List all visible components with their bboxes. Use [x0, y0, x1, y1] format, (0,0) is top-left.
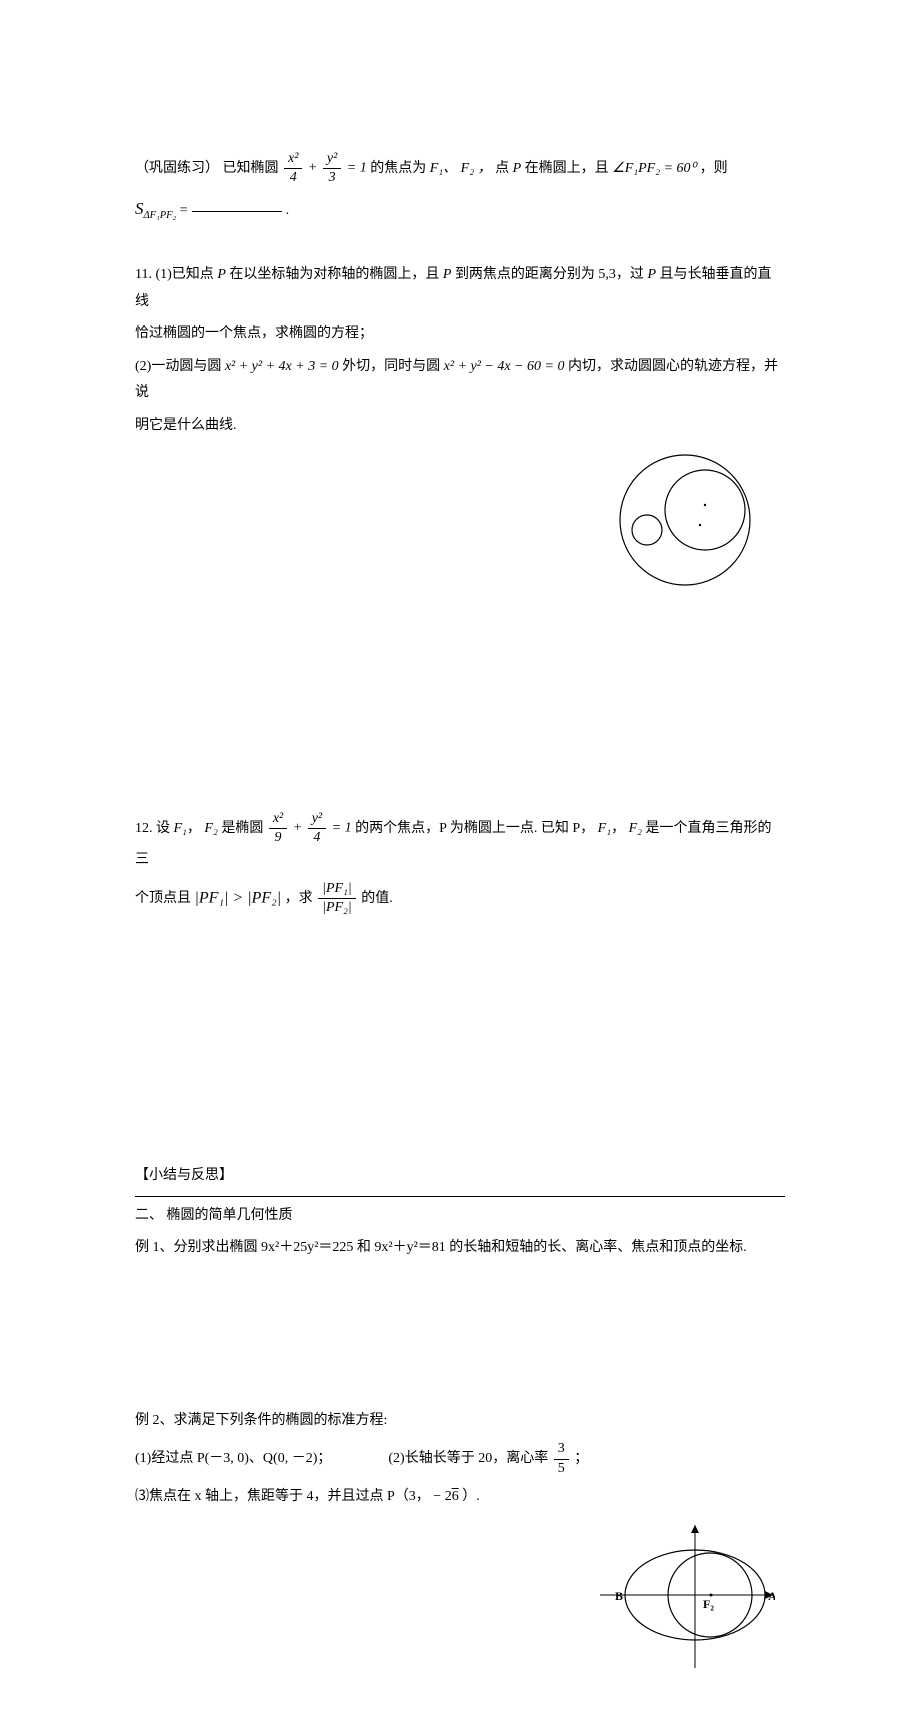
P: P [513, 161, 522, 176]
eq: = [180, 203, 188, 218]
section2-title: 二、 椭圆的简单几何性质 [135, 1203, 785, 1230]
consolidation-answer-line: SΔF₁PF₂ =. [135, 193, 785, 226]
svg-text:F₂: F₂ [703, 1597, 714, 1611]
fraction-x2-9: x² 9 [269, 810, 287, 847]
consolidation-problem: （巩固练习） 已知椭圆 x² 4 + y² 3 = 1 的焦点为 F₁、 F₂ … [135, 150, 785, 187]
q12-line2: 个顶点且 |PF₁| > |PF₂| ，求 |PF₁| |PF₂| 的值. [135, 880, 785, 917]
ratio: |PF₁| |PF₂| [318, 880, 356, 917]
text: 的焦点为 [370, 161, 426, 176]
ellipse-svg: B F₂ A [585, 1520, 775, 1670]
example1: 例 1、分别求出椭圆 9x²＋25y²＝225 和 9x²＋y²＝81 的长轴和… [135, 1235, 785, 1262]
blank [192, 197, 282, 212]
fraction-3-5: 3 5 [554, 1440, 569, 1477]
figure-ellipse: B F₂ A [135, 1520, 775, 1675]
svg-text:A: A [768, 1589, 775, 1603]
plus: + [308, 160, 317, 175]
S-sub: ΔF₁PF₂ [144, 210, 177, 221]
fraction-x2-4: x² 4 [284, 150, 302, 187]
eq: = 1 [347, 160, 367, 175]
q11-line3: (2)一动圆与圆 x² + y² + 4x + 3 = 0 外切，同时与圆 x²… [135, 354, 785, 407]
section-divider [135, 1196, 785, 1197]
period: . [286, 203, 290, 218]
label: （巩固练习） [135, 161, 219, 176]
fraction-y2-3: y² 3 [323, 150, 341, 187]
q11-line4: 明它是什么曲线. [135, 413, 785, 440]
summary-label: 【小结与反思】 [135, 1163, 785, 1190]
angle: ∠F₁PF₂ = 60⁰ [612, 161, 696, 176]
text: 在椭圆上，且 [525, 161, 609, 176]
text: ，则 [700, 161, 728, 176]
figure-circles [135, 450, 775, 600]
text: 点 [495, 161, 509, 176]
S: S [135, 199, 144, 218]
text: 已知椭圆 [223, 161, 279, 176]
circles-svg [605, 450, 775, 595]
q12-line1: 12. 设 F₁， F₂ 是椭圆 x² 9 + y² 4 = 1 的两个焦点，P… [135, 810, 785, 874]
svg-text:B: B [615, 1589, 623, 1603]
F1: F₁、 [430, 161, 457, 176]
neg-2-sqrt6: − 26 [433, 1489, 462, 1504]
example2-part1-2: (1)经过点 P(－3, 0)、Q(0, －2)； (2)长轴长等于 20，离心… [135, 1440, 785, 1477]
q11-line2: 恰过椭圆的一个焦点，求椭圆的方程； [135, 321, 785, 348]
q11-line1: 11. (1)已知点 P 在以坐标轴为对称轴的椭圆上，且 P 到两焦点的距离分别… [135, 262, 785, 315]
example2-header: 例 2、求满足下列条件的椭圆的标准方程: [135, 1408, 785, 1435]
F2: F₂ ， [461, 161, 492, 176]
example2-part3: ⑶焦点在 x 轴上，焦距等于 4，并且过点 P（3， − 26 ）. [135, 1484, 785, 1511]
fraction-y2-4: y² 4 [308, 810, 326, 847]
